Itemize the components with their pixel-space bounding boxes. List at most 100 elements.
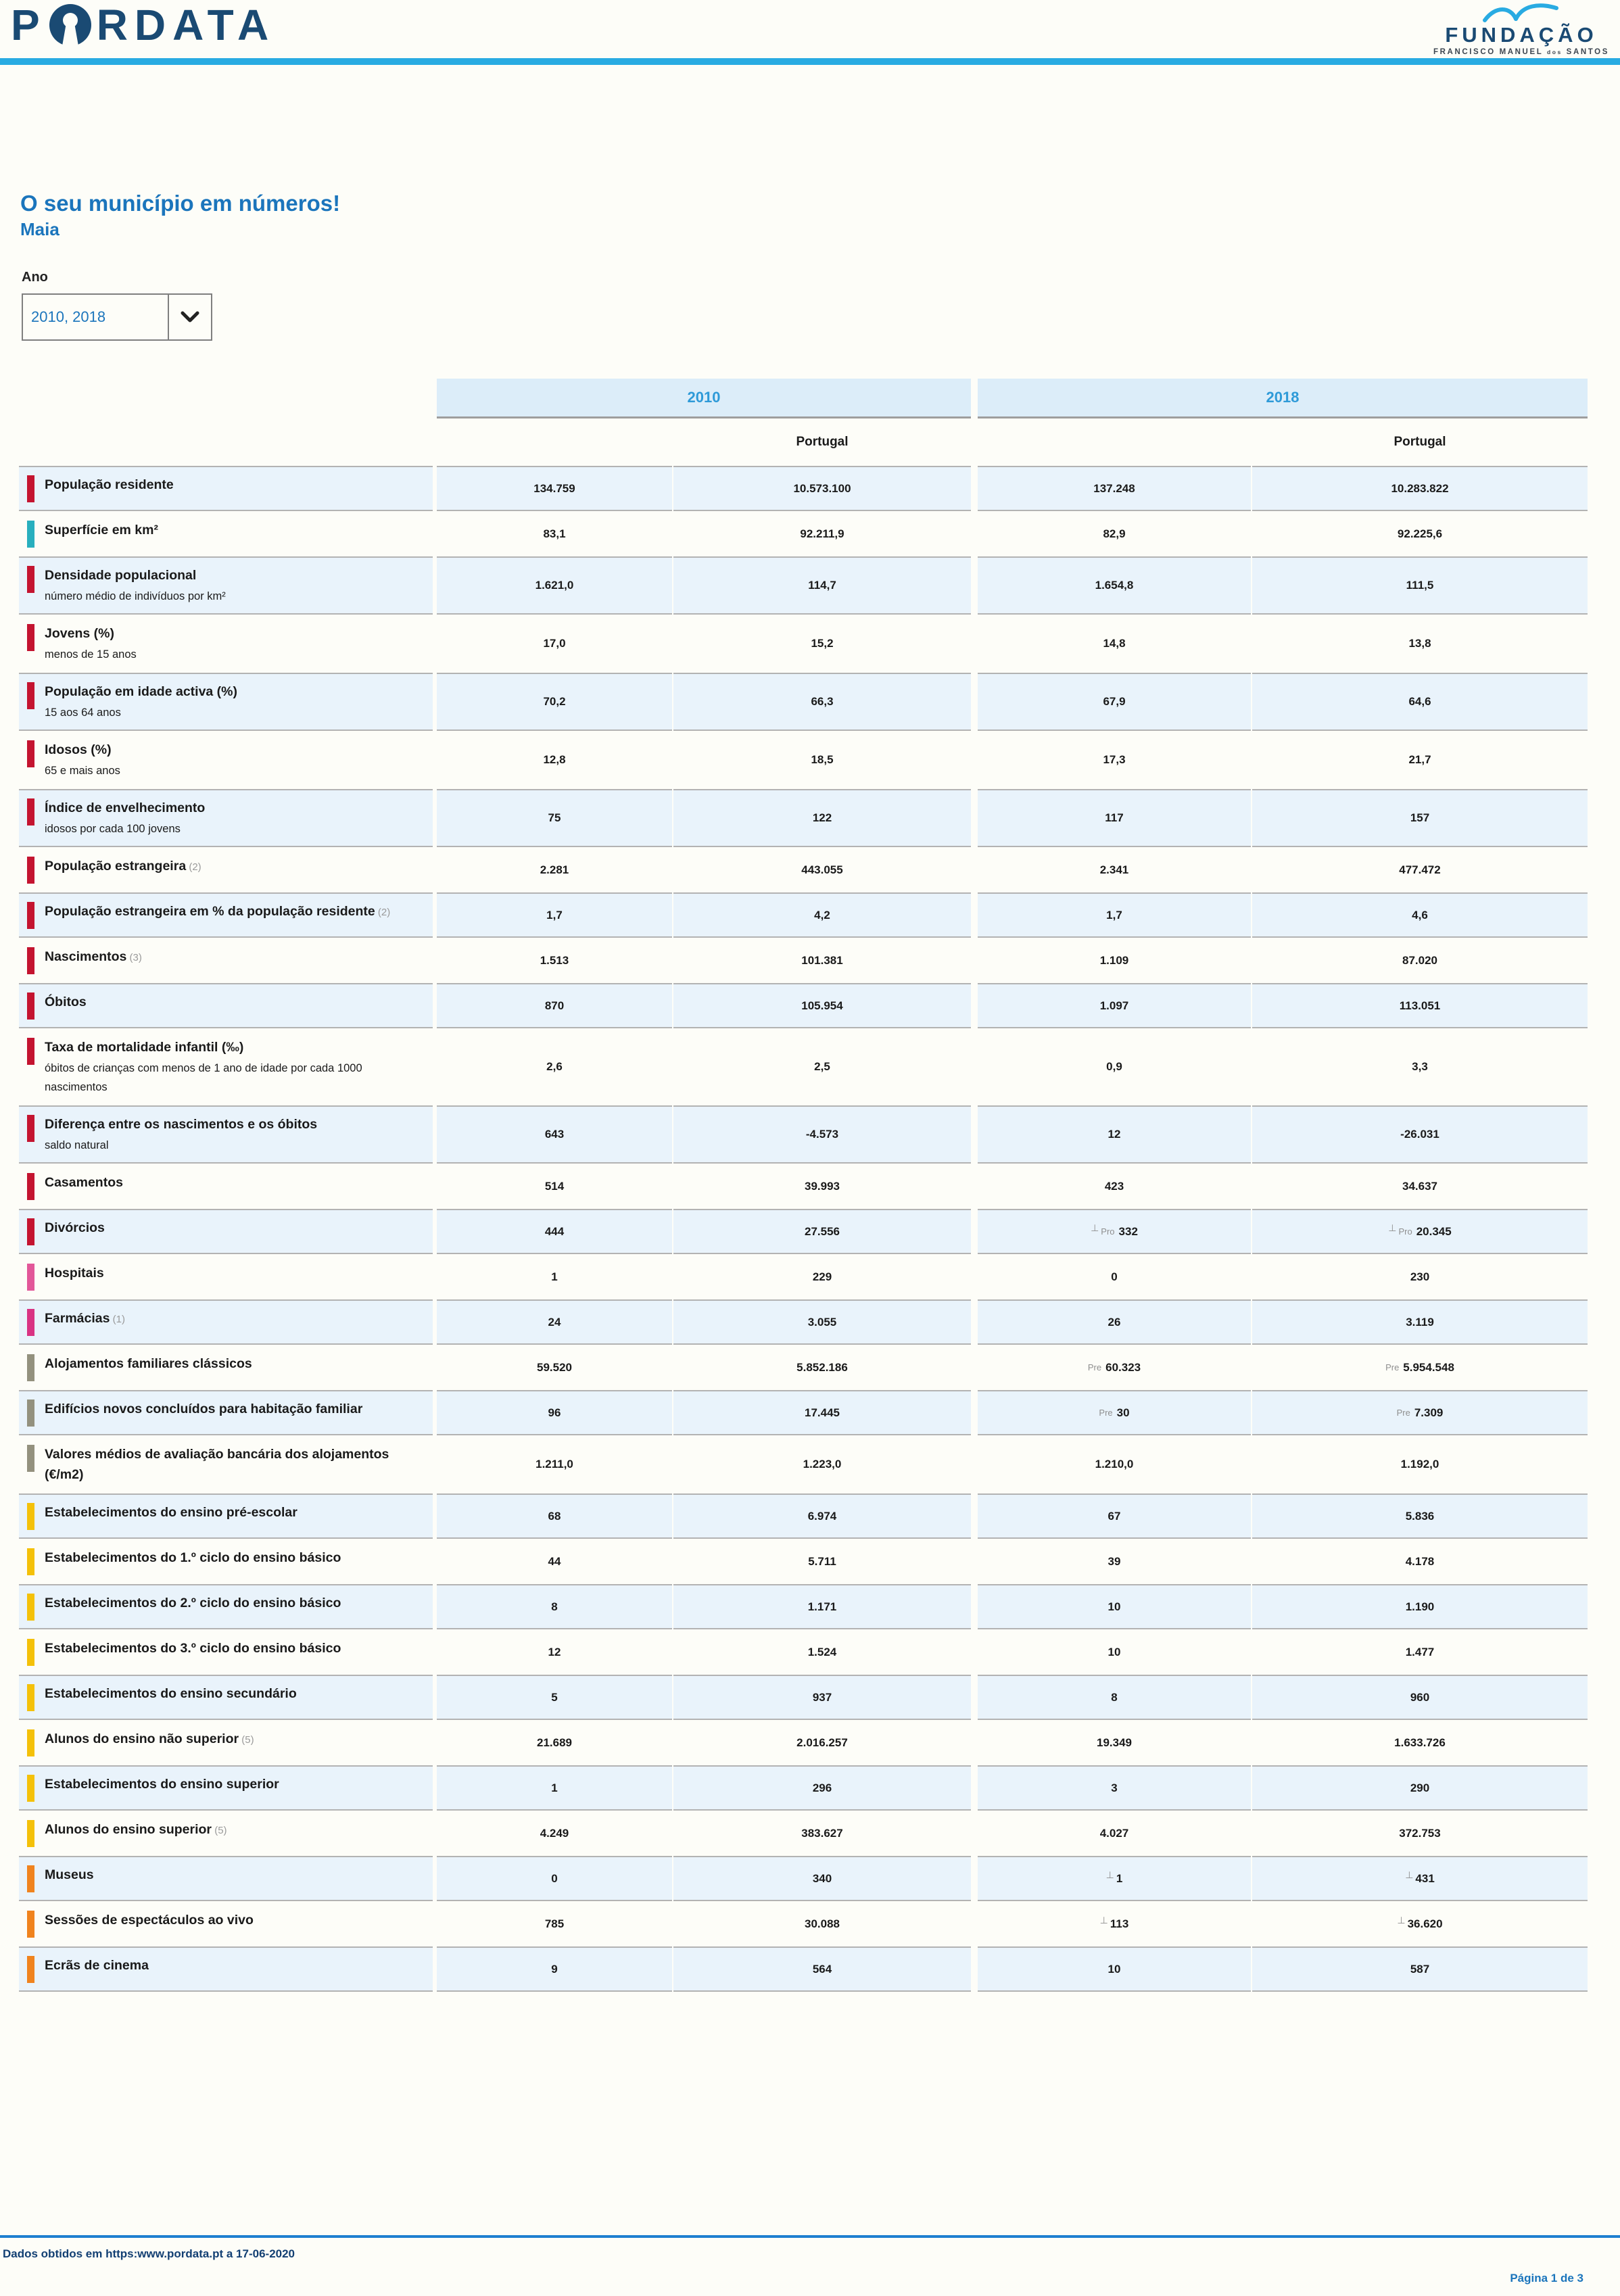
value-cell: 4.178 (1405, 1554, 1435, 1568)
value-cell: 117 (978, 789, 1251, 847)
value-cell: 2.341 (1099, 863, 1129, 876)
row-label-cell: Diferença entre os nascimentos e os óbit… (19, 1105, 433, 1164)
table-row: Estabelecimentos do 1.º ciclo do ensino … (19, 1539, 1589, 1584)
footnote-marker: (3) (126, 952, 142, 963)
value-cell: 372.753 (1399, 1826, 1441, 1840)
row-label-cell: Índice de envelhecimento idosos por cada … (19, 789, 433, 847)
value-cell: 477.472 (1399, 863, 1441, 876)
table-row: População residente 134.759 10.573.100 137.… (19, 466, 1589, 511)
row-label-cell: População em idade activa (%) 15 aos 64 a… (19, 673, 433, 731)
value-qualifier: Pro (1398, 1226, 1412, 1237)
row-label: Divórcios (45, 1220, 105, 1235)
value-cell: 67 (978, 1493, 1251, 1539)
row-label: Museus (45, 1867, 94, 1882)
row-label: Estabelecimentos do ensino superior (45, 1777, 279, 1792)
category-color-bar (27, 1775, 34, 1802)
table-row: População estrangeira em % da população … (19, 892, 1589, 938)
row-label: População em idade activa (%) (45, 684, 238, 699)
table-row: Taxa de mortalidade infantil (‰) óbitos d… (19, 1028, 1589, 1105)
value-text: 30 (1116, 1406, 1130, 1419)
category-color-bar (27, 624, 34, 651)
row-label: Estabelecimentos do 3.º ciclo do ensino … (45, 1641, 341, 1656)
value-cell: 19.349 (1097, 1736, 1132, 1749)
row-label-cell: Divórcios (19, 1209, 433, 1254)
value-cell: 75 (437, 789, 672, 847)
category-color-bar (27, 1218, 34, 1245)
value-cell: 587 (1252, 1946, 1588, 1992)
value-cell: 444 (437, 1209, 672, 1254)
value-cell: 1.210,0 (1095, 1458, 1134, 1470)
value-cell: 4,2 (673, 892, 971, 938)
value-text: 5.954.548 (1403, 1360, 1454, 1374)
value-cell: 66,3 (673, 673, 971, 731)
table-row: Estabelecimentos do 3.º ciclo do ensino … (19, 1629, 1589, 1675)
value-cell: 2.281 (540, 863, 569, 876)
row-sublabel: saldo natural (45, 1139, 109, 1151)
value-cell: 1,7 (978, 892, 1251, 938)
row-label: Taxa de mortalidade infantil (‰) (45, 1040, 244, 1055)
row-label: Alunos do ensino superior (5) (45, 1822, 227, 1837)
table-row: Hospitais 1 229 0 230 (19, 1254, 1589, 1299)
value-cell: ⊥ 1 (978, 1856, 1251, 1901)
row-sublabel: número médio de indivíduos por km² (45, 590, 226, 602)
value-text: 7.309 (1414, 1406, 1444, 1419)
row-label-cell: Museus (19, 1856, 433, 1901)
value-cell: 3,3 (1412, 1060, 1428, 1073)
municipality-name: Maia (20, 219, 59, 239)
row-label-cell: Farmácias (1) (19, 1299, 433, 1345)
row-label-cell: Estabelecimentos do 3.º ciclo do ensino … (19, 1629, 433, 1675)
value-cell: 0 (437, 1856, 672, 1901)
row-label: Estabelecimentos do 1.º ciclo do ensino … (45, 1550, 341, 1565)
portugal-subheader-row: Portugal Portugal (19, 418, 1589, 466)
category-color-bar (27, 798, 34, 826)
accent-divider (0, 58, 1620, 65)
value-cell: 17,0 (543, 637, 566, 650)
table-row: Estabelecimentos do ensino superior 1 296 3… (19, 1765, 1589, 1811)
row-label-cell: Estabelecimentos do ensino pré-escolar (19, 1493, 433, 1539)
value-cell: 937 (673, 1675, 971, 1720)
row-sublabel: menos de 15 anos (45, 648, 137, 661)
category-color-bar (27, 1956, 34, 1983)
value-cell: 39.993 (805, 1179, 840, 1193)
table-row: Nascimentos (3) 1.513 101.381 1.109 87.020 (19, 938, 1589, 983)
value-cell: Pre 30 (978, 1390, 1251, 1435)
category-color-bar (27, 1400, 34, 1427)
value-text: 60.323 (1105, 1360, 1141, 1374)
value-cell: 0,9 (1106, 1060, 1122, 1073)
value-cell: -4.573 (673, 1105, 971, 1164)
value-cell: 34.637 (1402, 1179, 1437, 1193)
category-color-bar (27, 1264, 34, 1291)
value-cell: 290 (1252, 1765, 1588, 1811)
value-cell: 9 (437, 1946, 672, 1992)
value-cell: 423 (1104, 1179, 1124, 1193)
category-color-bar (27, 1820, 34, 1847)
row-label: Alunos do ensino não superior (5) (45, 1731, 254, 1746)
pordata-logo-text-rdata: RDATA (96, 1, 276, 49)
row-label-cell: Jovens (%) menos de 15 anos (19, 615, 433, 673)
value-cell: 230 (1410, 1270, 1430, 1283)
value-cell: 3 (978, 1765, 1251, 1811)
row-label: População estrangeira (2) (45, 859, 201, 874)
value-cell: 15,2 (811, 637, 834, 650)
row-label: Edifícios novos concluídos para habitaçã… (45, 1402, 363, 1416)
year-select[interactable]: 2010, 2018 (22, 293, 212, 341)
row-label: Estabelecimentos do ensino pré-escolar (45, 1505, 297, 1520)
value-qualifier: Pre (1385, 1362, 1400, 1372)
value-cell: 1.211,0 (535, 1458, 573, 1470)
value-cell: 1.513 (540, 953, 569, 967)
portugal-column-header: Portugal (796, 435, 849, 449)
category-color-bar (27, 1173, 34, 1200)
chevron-down-icon (168, 295, 211, 339)
row-label: Hospitais (45, 1266, 104, 1281)
table-row: Óbitos 870 105.954 1.097 113.051 (19, 983, 1589, 1028)
value-cell: 14,8 (1103, 637, 1126, 650)
value-cell: 1.097 (978, 983, 1251, 1028)
category-color-bar (27, 1684, 34, 1711)
row-label-cell: Nascimentos (3) (19, 938, 433, 983)
row-label: Jovens (%) (45, 626, 114, 641)
value-cell: -26.031 (1252, 1105, 1588, 1164)
value-cell: 5.852.186 (796, 1360, 848, 1374)
table-row: Valores médios de avaliação bancária dos… (19, 1435, 1589, 1493)
value-cell: 24 (437, 1299, 672, 1345)
value-cell: 785 (544, 1917, 565, 1930)
